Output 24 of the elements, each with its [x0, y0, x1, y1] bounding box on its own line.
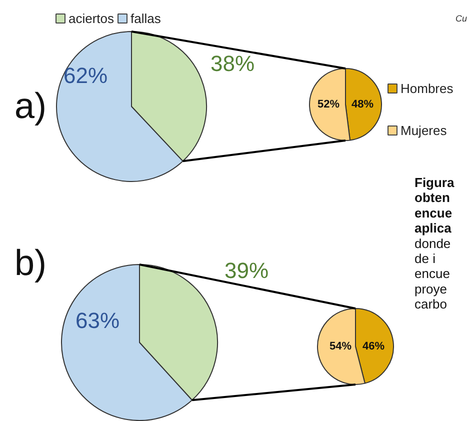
- legend-label: Hombres: [400, 81, 454, 96]
- legend-label: fallas: [130, 11, 162, 26]
- text: de i: [414, 251, 436, 266]
- text: Cu: [456, 14, 468, 24]
- text: donde: [414, 236, 451, 251]
- text: a): [14, 85, 47, 126]
- data-label: 48%: [351, 98, 374, 110]
- text: aplica: [414, 220, 452, 236]
- data-label: 63%: [75, 308, 120, 333]
- data-label: 62%: [63, 63, 108, 88]
- text: carbo: [414, 296, 448, 312]
- text: encue: [414, 266, 450, 282]
- text: proye: [414, 281, 448, 296]
- data-label: 54%: [329, 340, 352, 352]
- text: Figura: [414, 175, 455, 190]
- data-label: 52%: [317, 98, 340, 110]
- chart-title: b): [14, 242, 47, 283]
- data-label: 39%: [224, 258, 269, 283]
- data-label: 46%: [362, 340, 385, 352]
- data-label: 38%: [210, 51, 255, 76]
- legend-label: aciertos: [68, 11, 115, 26]
- text: encue: [414, 205, 452, 220]
- legend-label: Mujeres: [400, 123, 448, 138]
- text: obten: [414, 190, 450, 206]
